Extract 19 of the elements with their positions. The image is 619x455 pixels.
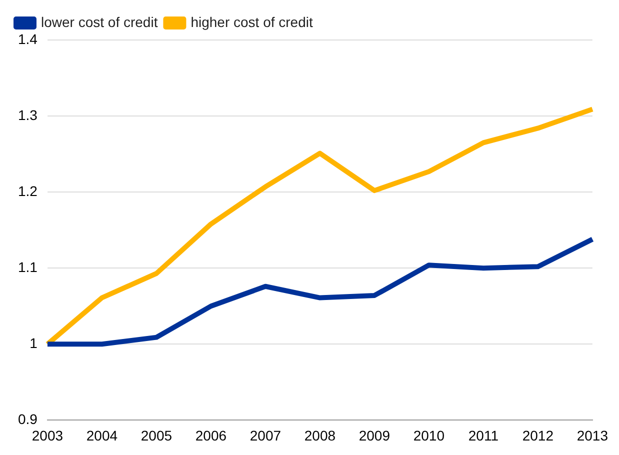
y-tick-label: 1.3: [18, 106, 38, 123]
x-tick-label: 2012: [522, 427, 554, 444]
x-tick-label: 2007: [250, 427, 282, 444]
x-tick-label: 2005: [140, 427, 172, 444]
x-tick-label: 2003: [32, 427, 64, 444]
y-tick-label: 1.2: [18, 182, 38, 199]
y-tick-label: 1.1: [18, 258, 38, 275]
x-tick-label: 2004: [86, 427, 118, 444]
y-tick-label: 1.4: [18, 30, 38, 47]
x-tick-label: 2013: [576, 427, 608, 444]
x-tick-label: 2010: [413, 427, 445, 444]
y-tick-label: 0.9: [18, 411, 38, 428]
x-tick-label: 2011: [468, 427, 499, 444]
x-tick-label: 2009: [358, 427, 390, 444]
y-tick-label: 1: [30, 335, 38, 352]
legend-label: higher cost of credit: [190, 14, 313, 30]
x-tick-label: 2006: [195, 427, 227, 444]
legend-label: lower cost of credit: [41, 14, 158, 30]
x-tick-label: 2008: [304, 427, 336, 444]
